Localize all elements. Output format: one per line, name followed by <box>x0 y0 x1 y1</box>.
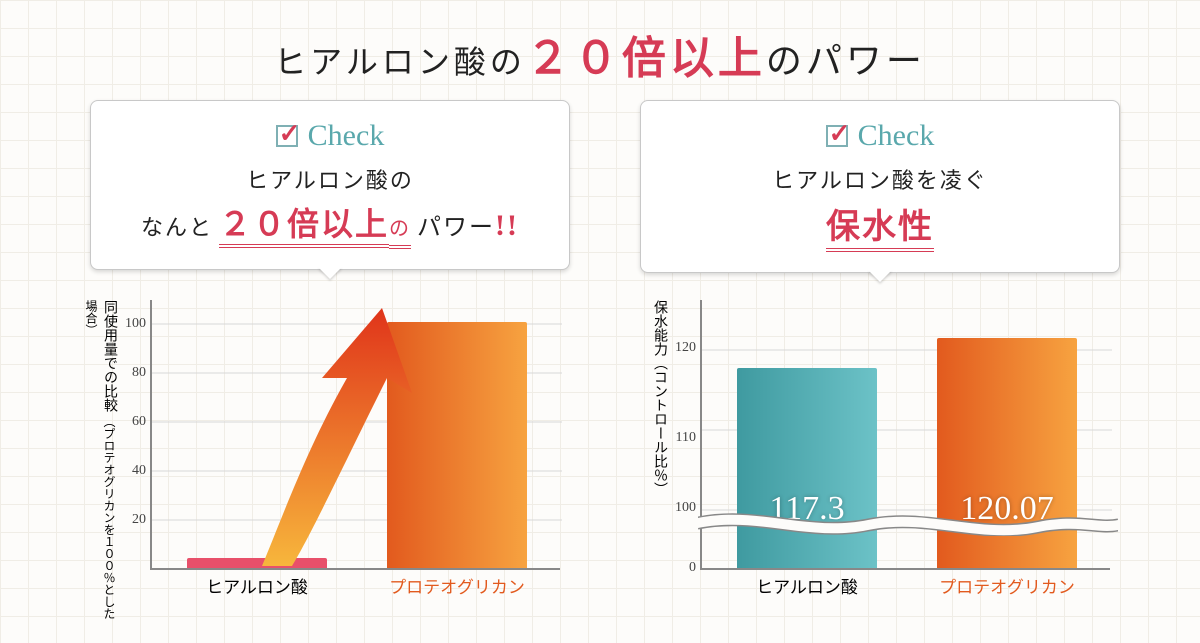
tail: パワー <box>417 215 495 241</box>
red: 保水性 <box>826 209 934 252</box>
check-row: Check <box>113 119 547 153</box>
right-xlabel-0: ヒアルロン酸 <box>732 573 882 598</box>
excl: !! <box>495 209 519 242</box>
ytick: 80 <box>116 365 146 381</box>
left-xlabel-0: ヒアルロン酸 <box>182 573 332 598</box>
right-bubble-line2: 保水性 <box>663 199 1097 248</box>
left-chart: 同使用量での比較 （プロテオグリカンを１００％とした場合） 100 80 60 … <box>90 300 570 620</box>
bar-value-0: 117.3 <box>737 490 877 528</box>
bar-value-1: 120.07 <box>937 490 1077 528</box>
right-panel: Check ヒアルロン酸を凌ぐ 保水性 保水能力（コントロール比％） 0 100… <box>640 100 1120 620</box>
ytick: 110 <box>666 430 696 446</box>
right-bar-1: 120.07 <box>937 338 1077 568</box>
left-xlabel-1: プロテオグリカン <box>382 573 532 598</box>
check-label: Check <box>858 119 935 152</box>
ytick: 100 <box>116 316 146 332</box>
right-chart: 保水能力（コントロール比％） 0 100 110 120 117.3 120.0… <box>640 300 1120 620</box>
ytick: 0 <box>666 560 696 576</box>
right-bubble: Check ヒアルロン酸を凌ぐ 保水性 <box>640 100 1120 273</box>
left-ylabel: 同使用量での比較 （プロテオグリカンを１００％とした場合） <box>82 300 118 620</box>
ytick: 60 <box>116 414 146 430</box>
left-bar-0 <box>187 558 327 568</box>
left-bubble-line2: なんと ２０倍以上の パワー!! <box>113 199 547 245</box>
small: の <box>389 218 411 249</box>
headline-post: のパワー <box>766 41 926 81</box>
ylabel-1: 同使用量での比較 <box>102 300 117 412</box>
right-bubble-line1: ヒアルロン酸を凌ぐ <box>663 163 1097 195</box>
left-bar-1 <box>387 322 527 568</box>
lead: なんと <box>141 215 213 240</box>
ytick: 40 <box>116 463 146 479</box>
left-plot: 100 80 60 40 20 ヒアルロン酸 プロテオグリカン <box>150 300 560 570</box>
headline-big: ２０倍以上 <box>526 34 766 83</box>
left-bubble: Check ヒアルロン酸の なんと ２０倍以上の パワー!! <box>90 100 570 270</box>
ytick: 20 <box>116 512 146 528</box>
checkbox-icon <box>826 125 848 147</box>
left-panel: Check ヒアルロン酸の なんと ２０倍以上の パワー!! 同使用量での比較 … <box>90 100 570 620</box>
left-bubble-line1: ヒアルロン酸の <box>113 163 547 195</box>
headline: ヒアルロン酸の２０倍以上のパワー <box>0 22 1200 86</box>
right-bar-0: 117.3 <box>737 368 877 568</box>
red: ２０倍以上 <box>219 206 389 248</box>
ytick: 100 <box>666 500 696 516</box>
ytick: 120 <box>666 340 696 356</box>
headline-pre: ヒアルロン酸の <box>274 44 526 80</box>
right-plot: 0 100 110 120 117.3 120.07 ヒアルロン酸 プロテオグリ… <box>700 300 1110 570</box>
right-ylabel: 保水能力（コントロール比％） <box>632 300 668 496</box>
check-label: Check <box>308 119 385 152</box>
check-row: Check <box>663 119 1097 153</box>
right-xlabel-1: プロテオグリカン <box>932 573 1082 598</box>
checkbox-icon <box>276 125 298 147</box>
